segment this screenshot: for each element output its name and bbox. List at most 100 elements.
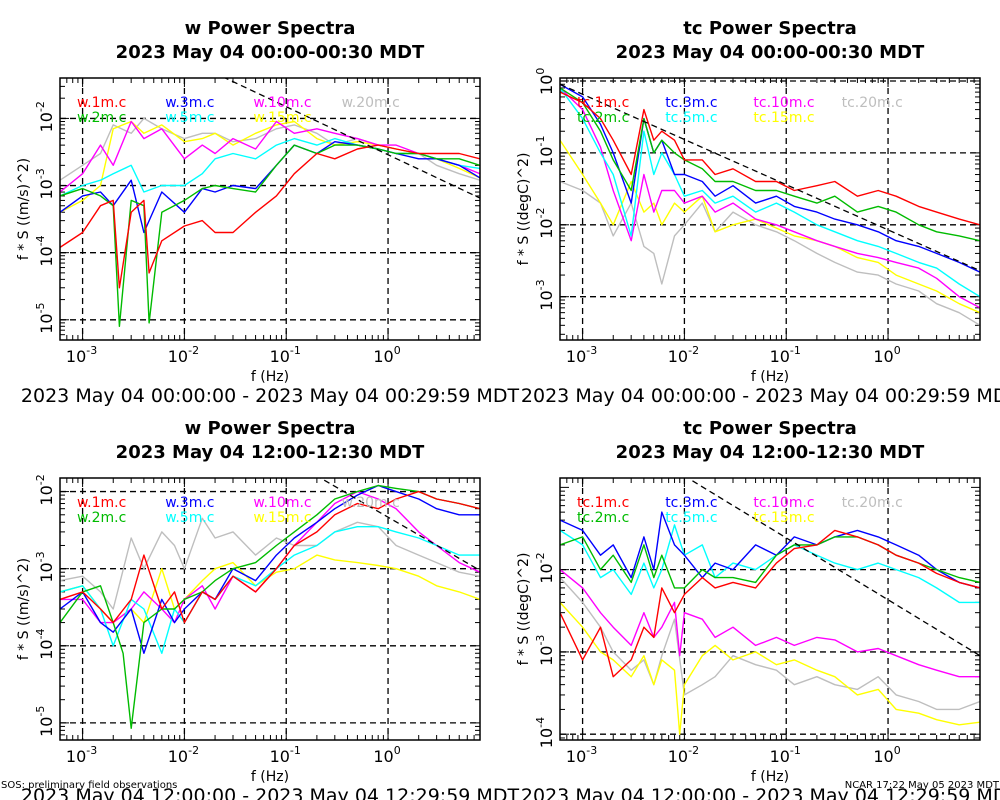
legend-entry-tc.5m.c: tc.5m.c [665, 510, 717, 526]
x-tick-label: 10-2 [668, 744, 699, 766]
legend-entry-w.20m.c: w.20m.c [342, 495, 400, 511]
chart-panel-2: tc Power Spectra 2023 May 04 00:00-00:30 … [516, 18, 1000, 407]
y-tick-label: 10-2 [34, 101, 56, 132]
series-line-tc.3m.c [560, 511, 980, 589]
series-line-w.15m.c [60, 120, 480, 213]
legend-entry-tc.15m.c: tc.15m.c [753, 110, 814, 126]
x-tick-label: 100 [873, 744, 900, 766]
date-range-label: 2023 May 04 00:00:00 - 2023 May 04 00:29… [21, 385, 520, 407]
x-tick-label: 10-1 [270, 344, 301, 366]
legend-entry-w.2m.c: w.2m.c [77, 110, 126, 126]
chart-title: w Power Spectra [185, 18, 356, 39]
y-tick-label: 10-4 [534, 717, 556, 748]
legend-entry-w.10m.c: w.10m.c [253, 95, 311, 111]
y-axis-label: f * S ((degC)^2) [516, 153, 532, 266]
footer-left: SOS: preliminary field observations [1, 780, 177, 791]
x-axis-label: f (Hz) [251, 769, 289, 785]
legend-entry-w.5m.c: w.5m.c [165, 510, 214, 526]
x-tick-label: 10-3 [566, 344, 597, 366]
chart-subtitle: 2023 May 04 12:00-12:30 MDT [616, 442, 925, 463]
legend-entry-w.5m.c: w.5m.c [165, 110, 214, 126]
y-tick-label: 100 [534, 68, 556, 95]
date-range-label: 2023 May 04 00:00:00 - 2023 May 04 00:29… [521, 385, 1000, 407]
y-tick-label: 10-3 [34, 551, 56, 582]
legend-entry-w.3m.c: w.3m.c [165, 95, 214, 111]
x-tick-label: 10-1 [270, 744, 301, 766]
series-group [560, 511, 980, 735]
series-line-w.1m.c [60, 144, 480, 289]
x-axis-label: f (Hz) [751, 769, 789, 785]
date-range-label: 2023 May 04 12:00:00 - 2023 May 04 12:29… [521, 785, 1000, 800]
y-tick-label: 10-5 [34, 302, 56, 333]
x-tick-label: 100 [373, 744, 400, 766]
legend-entry-w.15m.c: w.15m.c [253, 510, 311, 526]
y-tick-label: 10-3 [34, 168, 56, 199]
series-line-w.5m.c [60, 137, 480, 197]
legend-entry-tc.2m.c: tc.2m.c [577, 510, 629, 526]
x-tick-label: 100 [373, 344, 400, 366]
x-axis-label: f (Hz) [751, 369, 789, 385]
plot-frame [59, 477, 481, 741]
y-axis-label: f * S ((degC)^2) [516, 553, 532, 666]
reference-slope-line [223, 78, 480, 199]
y-axis-label: f * S ((m/s)^2) [16, 158, 32, 260]
y-tick-label: 10-3 [534, 635, 556, 666]
reference-slope-line [319, 478, 480, 571]
y-axis-label: f * S ((m/s)^2) [16, 558, 32, 660]
plot-frame [559, 77, 981, 341]
series-line-tc.1m.c [560, 91, 980, 226]
x-tick-label: 10-2 [168, 744, 199, 766]
legend-entry-tc.20m.c: tc.20m.c [842, 495, 903, 511]
series-group [560, 83, 980, 326]
legend-entry-w.2m.c: w.2m.c [77, 510, 126, 526]
series-line-tc.15m.c [560, 601, 980, 735]
series-line-tc.20m.c [560, 180, 980, 326]
x-tick-label: 10-2 [668, 344, 699, 366]
legend-entry-w.20m.c: w.20m.c [342, 95, 400, 111]
y-tick-label: 10-2 [534, 207, 556, 238]
date-range-label: 2023 May 04 12:00:00 - 2023 May 04 12:29… [21, 785, 520, 800]
series-line-w.2m.c [60, 144, 480, 327]
reference-slope-line [560, 83, 980, 272]
series-line-tc.2m.c [560, 87, 980, 242]
legend-entry-tc.1m.c: tc.1m.c [577, 95, 629, 111]
series-line-tc.5m.c [560, 87, 980, 298]
x-tick-label: 10-2 [168, 344, 199, 366]
chart-panel-3: w Power Spectra 2023 May 04 12:00-12:30 M… [16, 418, 519, 800]
series-line-tc.3m.c [560, 83, 980, 273]
series-group [60, 117, 480, 327]
y-tick-label: 10-2 [34, 474, 56, 505]
series-group [60, 484, 480, 729]
chart-panel-1: w Power Spectra 2023 May 04 00:00-00:30 M… [16, 18, 519, 407]
legend-entry-w.3m.c: w.3m.c [165, 495, 214, 511]
legend-entry-tc.5m.c: tc.5m.c [665, 110, 717, 126]
series-line-tc.20m.c [560, 577, 980, 711]
legend-entry-tc.2m.c: tc.2m.c [577, 110, 629, 126]
series-line-w.20m.c [60, 517, 480, 610]
legend-entry-w.1m.c: w.1m.c [77, 95, 126, 111]
x-tick-label: 10-1 [770, 344, 801, 366]
legend-entry-tc.20m.c: tc.20m.c [842, 95, 903, 111]
legend-entry-w.15m.c: w.15m.c [253, 110, 311, 126]
chart-title: tc Power Spectra [683, 418, 856, 439]
series-line-w.3m.c [60, 140, 480, 234]
chart-title: tc Power Spectra [683, 18, 856, 39]
legend-entry-tc.1m.c: tc.1m.c [577, 495, 629, 511]
chart-title: w Power Spectra [185, 418, 356, 439]
x-tick-label: 10-3 [66, 744, 97, 766]
chart-subtitle: 2023 May 04 00:00-00:30 MDT [116, 42, 425, 63]
series-line-tc.10m.c [560, 87, 980, 309]
y-tick-label: 10-5 [34, 706, 56, 737]
legend-entry-tc.10m.c: tc.10m.c [753, 95, 814, 111]
series-line-w.3m.c [60, 484, 480, 654]
legend-entry-w.10m.c: w.10m.c [253, 495, 311, 511]
series-line-tc.10m.c [560, 569, 980, 678]
y-tick-label: 10-1 [534, 136, 556, 167]
y-tick-label: 10-4 [34, 235, 56, 266]
series-line-w.5m.c [60, 526, 480, 654]
chart-subtitle: 2023 May 04 00:00-00:30 MDT [616, 42, 925, 63]
y-tick-label: 10-3 [534, 279, 556, 310]
chart-panel-4: tc Power Spectra 2023 May 04 12:00-12:30 … [516, 418, 1000, 800]
legend-entry-tc.10m.c: tc.10m.c [753, 495, 814, 511]
